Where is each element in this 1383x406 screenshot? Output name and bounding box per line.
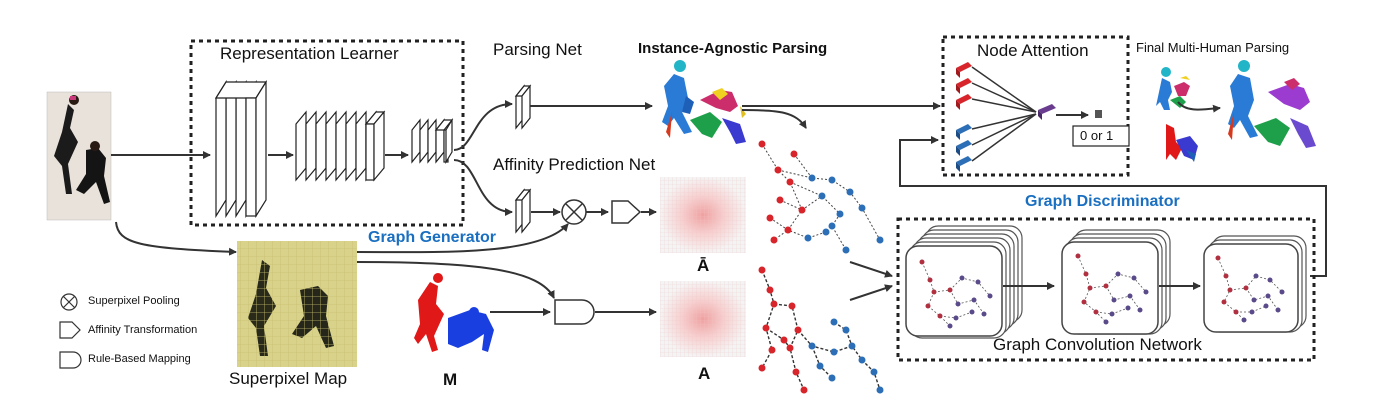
instance-agnostic-parsing-image: [662, 60, 746, 144]
predicted-graph-nodes: [758, 140, 884, 254]
gcn-box: [896, 217, 1316, 362]
gcn-layer-3: [1203, 235, 1307, 333]
m-label: M: [443, 370, 458, 389]
feature-block-large: [214, 79, 268, 219]
graph-generator-label: Graph Generator: [368, 229, 497, 246]
superpixel-pooling-icon: [60, 293, 78, 311]
graph-discriminator-label: Graph Discriminator: [1025, 193, 1180, 210]
node-attention-label: Node Attention: [977, 41, 1089, 60]
output-scalar: [1095, 110, 1102, 118]
a-label: A: [698, 364, 711, 383]
affinity-prediction-net-label: Affinity Prediction Net: [493, 155, 656, 174]
a-heatmap: [660, 281, 746, 357]
attention-blue-nodes: [956, 124, 972, 172]
representation-learner-label: Representation Learner: [220, 44, 399, 63]
final-parsing-image: [1228, 60, 1316, 148]
instance-agnostic-parsing-label: Instance-Agnostic Parsing: [638, 40, 828, 57]
rule-based-mapping-icon: [59, 351, 82, 369]
input-image: [46, 91, 112, 221]
legend-superpixel-pooling-label: Superpixel Pooling: [88, 295, 180, 307]
ground-truth-graph-nodes: [758, 266, 884, 394]
feature-block-medium: [295, 110, 386, 182]
affinity-transformation-icon: [59, 321, 81, 339]
final-instance-2-image: [1166, 124, 1198, 162]
superpixel-map-image: [237, 241, 357, 367]
graph-convolution-network-label: Graph Convolution Network: [993, 335, 1202, 354]
feature-block-small: [411, 117, 454, 165]
gcn-layer-1: [905, 225, 1023, 339]
gcn-layer-2: [1061, 229, 1171, 335]
representation-learner-box: [189, 39, 465, 227]
rule-based-mapping-node: [554, 299, 595, 325]
a-bar-heatmap: [660, 177, 746, 253]
attention-red-nodes: [956, 62, 972, 110]
legend-affinity-transformation-label: Affinity Transformation: [88, 324, 198, 336]
final-multi-human-parsing-label: Final Multi-Human Parsing: [1136, 40, 1290, 55]
zero-or-one-label: 0 or 1: [1080, 128, 1114, 143]
attention-output-node: [1038, 104, 1056, 114]
ground-truth-graph: [761, 269, 881, 391]
superpixel-pooling-node: [561, 199, 587, 225]
m-mask-image: [414, 273, 494, 352]
a-bar-label: Ā: [697, 256, 710, 275]
legend-rule-based-mapping-label: Rule-Based Mapping: [88, 353, 191, 365]
output-box: [1072, 125, 1130, 147]
affinity-transformation-node: [611, 200, 642, 224]
node-attention-box: [941, 35, 1130, 177]
final-instance-1-image: [1156, 67, 1190, 110]
parsing-net-block: [514, 84, 532, 130]
affinity-net-block: [514, 188, 532, 234]
superpixel-map-label: Superpixel Map: [229, 369, 348, 388]
parsing-net-label: Parsing Net: [493, 40, 582, 59]
